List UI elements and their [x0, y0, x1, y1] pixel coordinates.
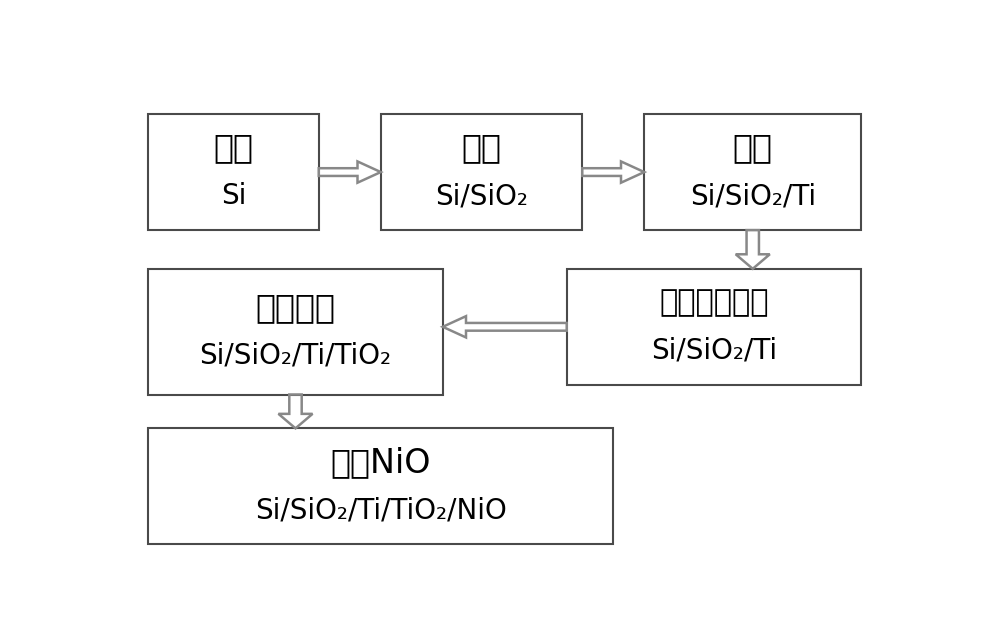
- Bar: [148, 428, 613, 544]
- Bar: [381, 114, 582, 230]
- Text: 硅片: 硅片: [214, 131, 254, 165]
- Text: Si/SiO₂/Ti/TiO₂: Si/SiO₂/Ti/TiO₂: [199, 342, 392, 370]
- Text: 溅射: 溅射: [733, 131, 773, 165]
- Text: Si/SiO₂: Si/SiO₂: [435, 182, 528, 210]
- Text: 氧化: 氧化: [462, 131, 502, 165]
- Bar: [148, 269, 443, 394]
- Bar: [148, 114, 319, 230]
- Bar: [567, 269, 861, 385]
- Text: Si/SiO₂/Ti/TiO₂/NiO: Si/SiO₂/Ti/TiO₂/NiO: [255, 497, 507, 524]
- Bar: [644, 114, 861, 230]
- Text: Si/SiO₂/Ti: Si/SiO₂/Ti: [651, 337, 777, 365]
- Text: 光刻叉指电极: 光刻叉指电极: [659, 288, 769, 317]
- Text: Si: Si: [221, 182, 246, 210]
- Text: 阳极氧化: 阳极氧化: [256, 291, 336, 324]
- Text: 沉积NiO: 沉积NiO: [330, 446, 431, 479]
- Text: Si/SiO₂/Ti: Si/SiO₂/Ti: [690, 182, 816, 210]
